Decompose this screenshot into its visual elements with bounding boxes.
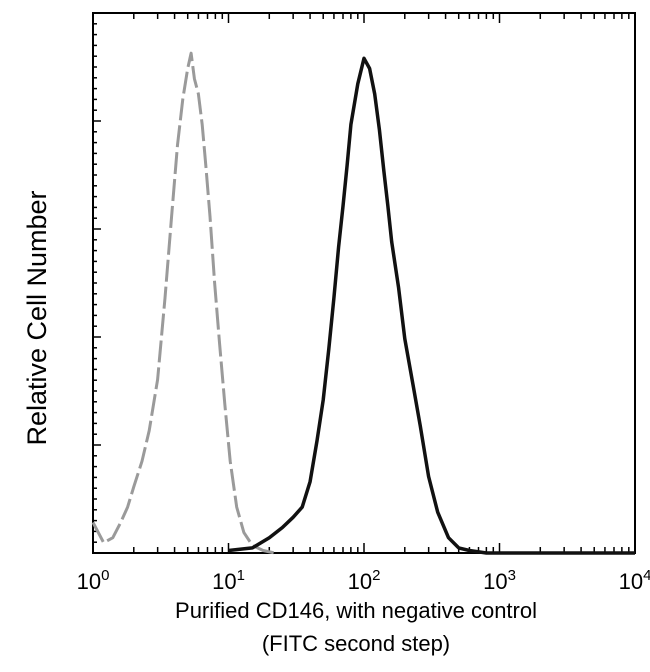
x-tick-label: 104 — [619, 567, 650, 594]
x-tick-label: 100 — [77, 567, 110, 594]
minor-tick-marks — [92, 13, 630, 553]
x-axis-label-line-1: Purified CD146, with negative control — [175, 598, 537, 623]
y-tick-marks — [93, 12, 101, 554]
series-layer — [91, 51, 635, 555]
x-tick-label: 102 — [348, 567, 381, 594]
x-tick-label: 101 — [212, 567, 245, 594]
cd146-curve — [228, 56, 635, 555]
x-tick-label: 103 — [483, 567, 516, 594]
negative-control-curve — [91, 51, 276, 555]
x-axis-label-line-2: (FITC second step) — [262, 631, 450, 656]
y-axis-label: Relative Cell Number — [22, 190, 52, 445]
plot-frame — [92, 12, 636, 554]
x-tick-labels: 100 101 102 103 104 — [77, 567, 650, 594]
